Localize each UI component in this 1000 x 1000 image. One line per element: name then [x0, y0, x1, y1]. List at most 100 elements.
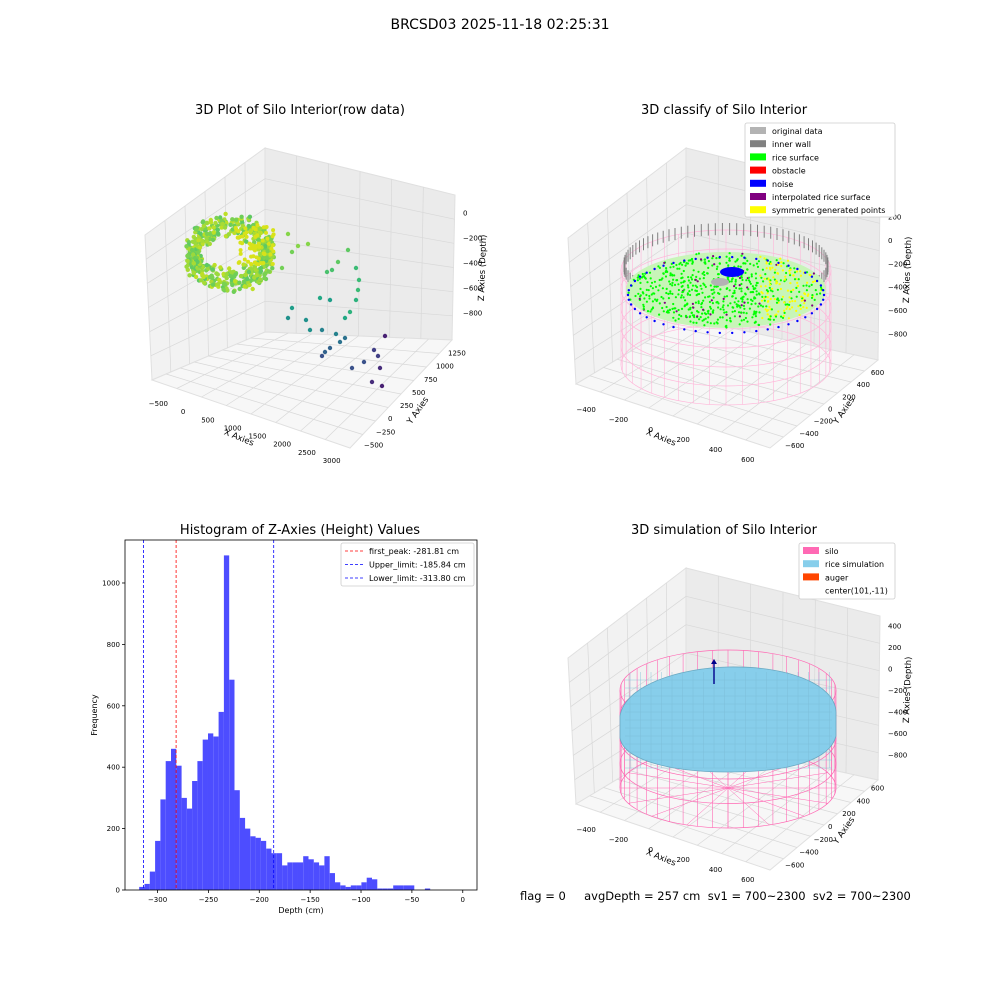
classified-point	[750, 275, 753, 278]
histogram-bar	[139, 886, 145, 890]
classified-point	[796, 284, 800, 288]
classified-point	[639, 294, 642, 297]
raw-data-point	[243, 272, 248, 278]
y-axis-label: Frequency	[90, 694, 99, 736]
raw-data-point	[201, 223, 206, 229]
raw-data-point	[238, 248, 243, 253]
classify-legend: original data inner wall rice surface obsta…	[744, 122, 896, 218]
classified-point	[731, 277, 734, 280]
raw-data-point	[194, 227, 199, 232]
grid-line	[697, 763, 807, 846]
raw-data-point	[214, 271, 219, 276]
classified-point	[777, 299, 780, 302]
grid-line	[250, 337, 440, 354]
classified-point	[788, 296, 791, 299]
raw-data-point	[271, 228, 276, 233]
classified-point	[759, 285, 763, 288]
classified-point	[805, 289, 809, 292]
histogram-bar	[250, 836, 256, 890]
raw-data-point	[238, 251, 243, 256]
classified-point	[779, 279, 783, 282]
raw-data-point	[239, 214, 244, 219]
classified-point	[672, 278, 675, 281]
classified-point	[645, 293, 648, 297]
raw-data-point	[371, 347, 377, 353]
legend-swatch	[750, 206, 766, 214]
classified-point	[733, 289, 736, 292]
raw-data-point	[227, 266, 232, 271]
classified-point	[702, 299, 705, 302]
classified-point	[740, 304, 743, 307]
classified-point	[746, 320, 749, 323]
raw-data-point	[211, 225, 216, 230]
classified-point	[749, 298, 753, 301]
raw-data-point	[285, 315, 291, 321]
classified-point	[677, 283, 680, 286]
classified-point	[649, 285, 652, 288]
classified-point	[697, 270, 700, 273]
x-tick-label: 0	[181, 408, 185, 416]
classified-point	[675, 279, 678, 282]
noise-point	[815, 279, 819, 283]
classified-point	[697, 252, 701, 255]
classified-point	[725, 255, 728, 258]
raw-data-point	[270, 262, 275, 266]
classified-point	[731, 310, 734, 313]
classified-point	[757, 260, 761, 263]
classified-point	[697, 302, 700, 305]
raw-data-point	[242, 279, 247, 285]
raw-data-point	[319, 327, 325, 333]
classified-point	[684, 315, 688, 318]
raw-data-point	[257, 244, 262, 249]
classified-point	[746, 298, 749, 301]
classified-point	[646, 281, 649, 284]
legend-label: Upper_limit: -185.84 cm	[369, 561, 466, 570]
classified-point	[773, 271, 777, 274]
raw-data-point	[193, 274, 199, 280]
classified-point	[790, 297, 793, 300]
raw-data-point	[204, 262, 210, 268]
x-axis-label: X Axies	[644, 848, 677, 869]
classified-point	[726, 276, 729, 279]
classified-point	[802, 284, 805, 287]
classified-point	[756, 281, 759, 285]
raw-data-point	[204, 220, 209, 226]
raw-data-point	[266, 241, 271, 246]
classified-point	[661, 287, 665, 290]
legend-swatch	[750, 166, 766, 174]
raw-data-point	[265, 236, 270, 241]
histogram-bar	[424, 888, 431, 890]
noise-point	[638, 275, 642, 278]
y-tick-label: −200	[814, 418, 833, 426]
classified-point	[699, 258, 703, 261]
classified-point	[810, 283, 813, 286]
grid-line	[300, 337, 406, 432]
noise-point	[796, 319, 799, 323]
y-tick-label: −400	[799, 849, 818, 857]
raw-data-point	[257, 251, 263, 256]
classified-point	[672, 316, 675, 319]
classified-point	[667, 297, 671, 300]
classified-point	[642, 307, 645, 310]
noise-point	[819, 284, 823, 287]
raw-data-point	[245, 276, 250, 282]
classified-point	[746, 301, 750, 304]
raw-data-point	[191, 261, 196, 266]
raw-data-point	[377, 365, 383, 371]
classified-point	[719, 288, 722, 291]
classified-point	[660, 295, 663, 299]
raw-data-point	[361, 359, 367, 365]
axes-3d-simulation: −400−2000200400600−600−400−2000200400600…	[567, 542, 914, 884]
x-tick-label: −100	[351, 896, 370, 904]
noise-point	[766, 328, 769, 331]
classified-point	[717, 306, 720, 309]
y-tick-label: 0	[828, 406, 832, 414]
histogram-bar	[308, 859, 314, 890]
histogram-bar	[229, 679, 235, 890]
raw-data-point	[246, 259, 251, 264]
raw-data-point	[195, 250, 201, 255]
raw-data-point	[247, 214, 253, 219]
y-tick-label: 400	[857, 381, 870, 389]
classified-point	[746, 286, 749, 289]
noise-point	[822, 293, 826, 297]
